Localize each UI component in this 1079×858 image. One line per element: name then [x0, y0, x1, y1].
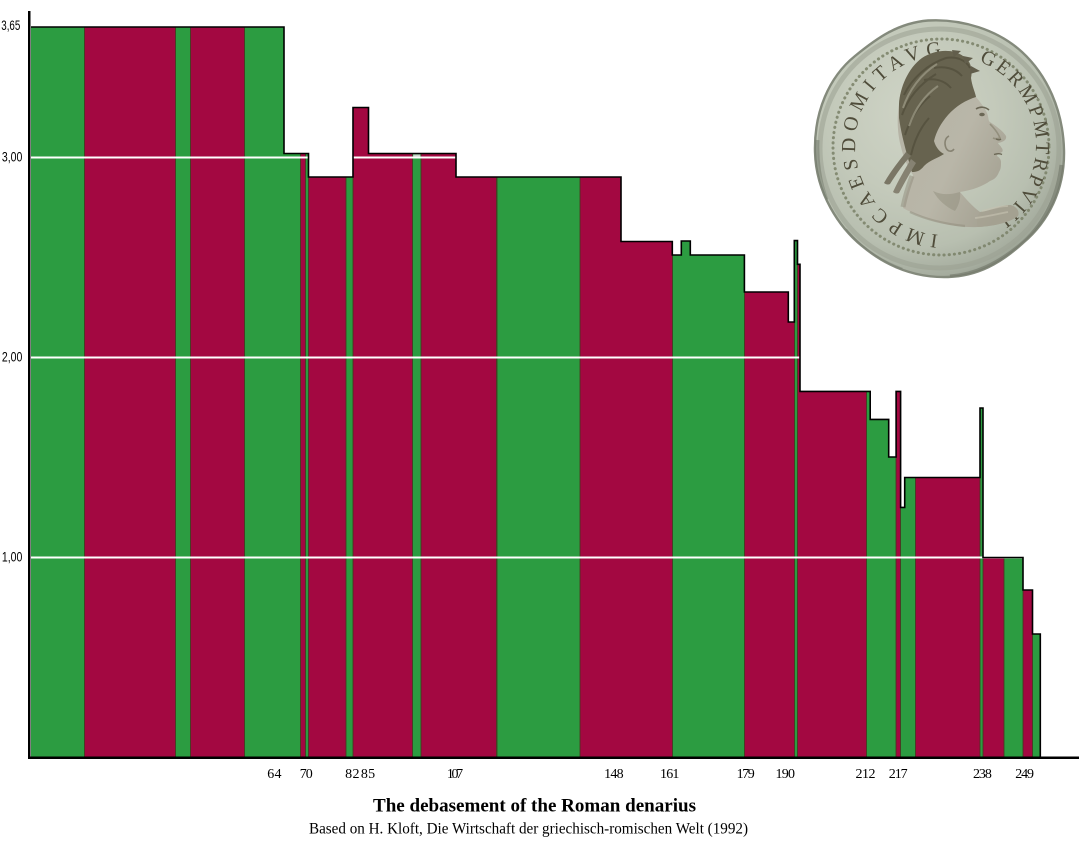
svg-text:2,00: 2,00: [2, 350, 23, 365]
svg-text:148: 148: [604, 767, 624, 782]
svg-text:238: 238: [973, 767, 992, 782]
svg-text:1,00: 1,00: [2, 550, 23, 565]
svg-text:The debasement of the Roman de: The debasement of the Roman denarius: [373, 795, 696, 816]
svg-text:3,65: 3,65: [1, 18, 20, 33]
svg-text:70: 70: [300, 767, 313, 782]
svg-text:249: 249: [1015, 767, 1034, 782]
svg-text:3,00: 3,00: [2, 150, 23, 165]
svg-text:190: 190: [776, 767, 796, 782]
svg-text:212: 212: [856, 767, 876, 782]
svg-text:179: 179: [737, 767, 755, 782]
svg-text:Based on H. Kloft, Die Wirtsch: Based on H. Kloft, Die Wirtschaft der gr…: [309, 821, 748, 838]
svg-text:82: 82: [345, 767, 359, 782]
svg-text:107: 107: [447, 767, 463, 782]
svg-text:217: 217: [889, 767, 908, 782]
svg-text:161: 161: [660, 767, 679, 782]
svg-text:85: 85: [361, 767, 375, 782]
svg-text:64: 64: [267, 767, 281, 782]
